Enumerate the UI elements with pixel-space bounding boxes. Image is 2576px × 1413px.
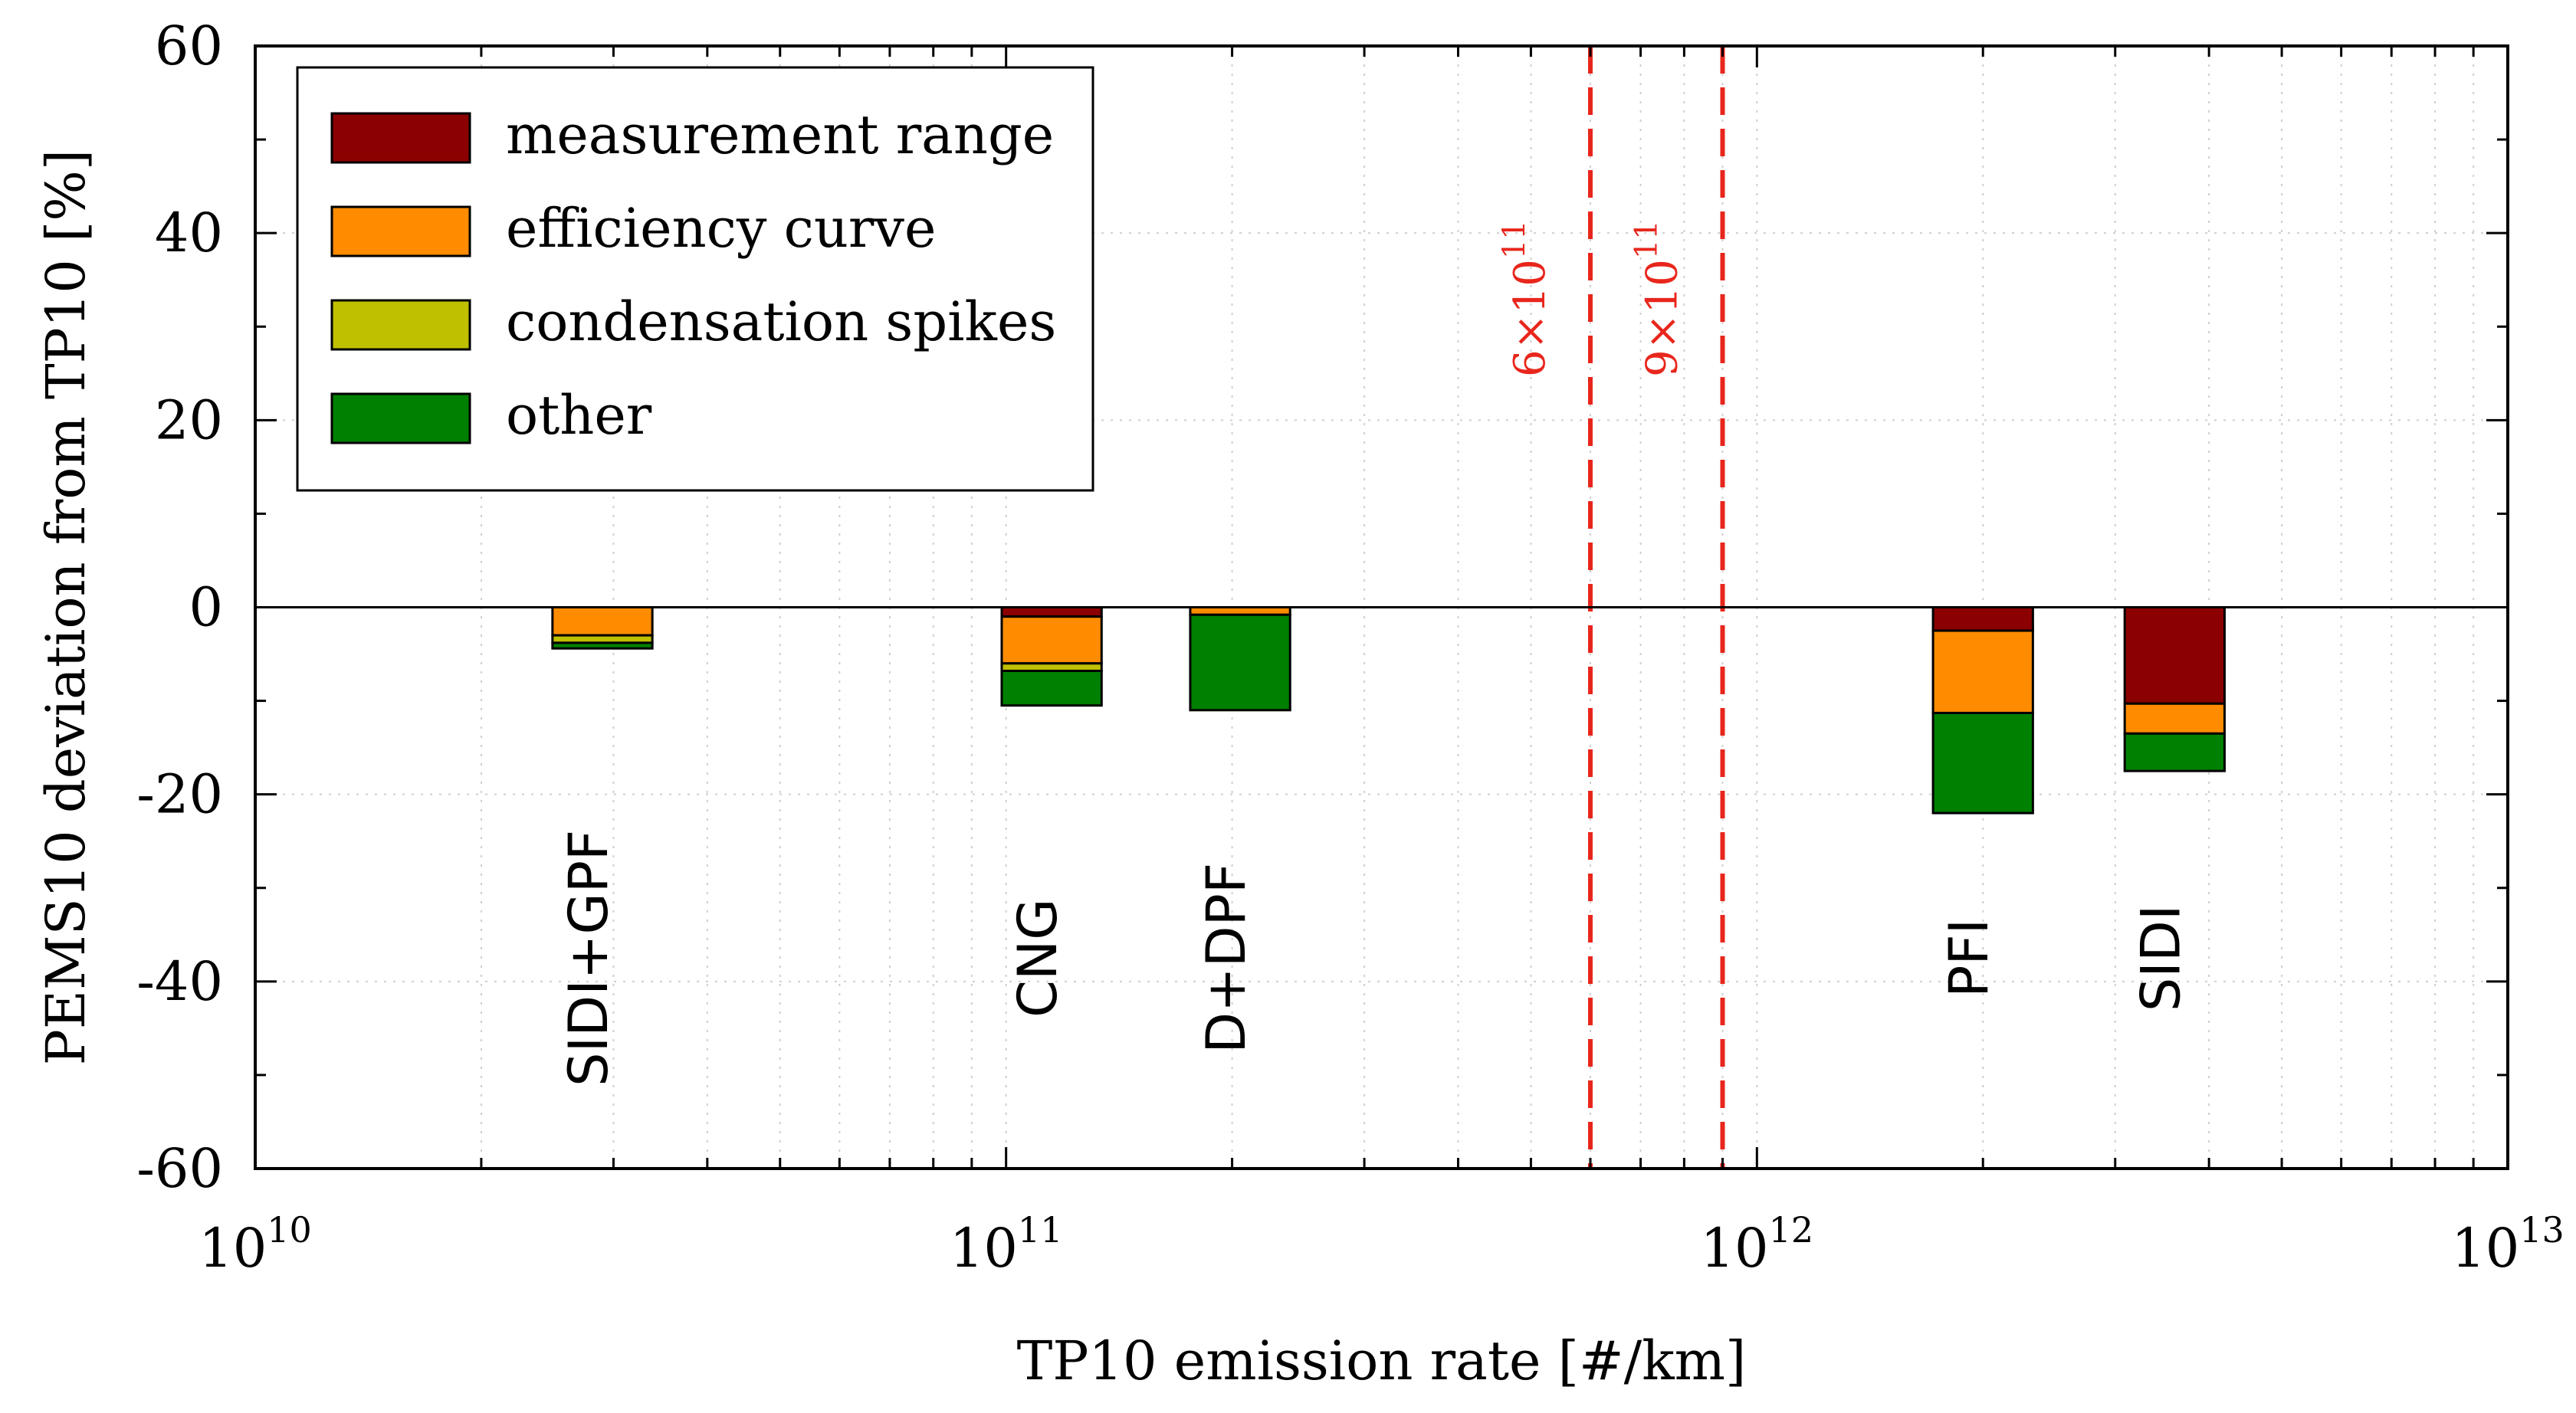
category-label: D+DPF [1195, 863, 1258, 1054]
category-labels-layer: SIDI+GPF CNG D+DPF PFI SIDI [557, 830, 2192, 1087]
bar-segment [2123, 702, 2226, 735]
legend-swatch [330, 299, 471, 351]
bar-segment [2123, 606, 2226, 705]
bar-segment [1931, 606, 2034, 632]
x-tick-label: 1013 [2451, 1209, 2565, 1280]
x-tick-label-base: 10 [1701, 1217, 1769, 1280]
x-tick-label: 1012 [1701, 1209, 1814, 1280]
x-tick-label-base: 10 [950, 1217, 1018, 1280]
legend-label: other [506, 384, 652, 447]
category-label: SIDI+GPF [557, 830, 620, 1087]
y-axis-title: PEMS10 deviation from TP10 [%] [34, 149, 97, 1065]
bar-segment [1000, 670, 1103, 707]
reference-line-label-exponent: 11 [1629, 220, 1665, 259]
y-tick-label: 60 [155, 15, 223, 77]
x-tick-label-exponent: 11 [1018, 1209, 1063, 1251]
bar-segment [1000, 606, 1103, 618]
bar-segment [2123, 732, 2226, 772]
bar-segment [1189, 613, 1291, 712]
y-tick-label: -60 [136, 1137, 223, 1200]
legend-swatch [330, 205, 471, 257]
x-tick-label-base: 10 [199, 1217, 267, 1280]
category-label: PFI [1938, 919, 2000, 998]
bar-segment [551, 641, 654, 650]
x-tick-label: 1011 [950, 1209, 1063, 1280]
legend-swatch [330, 392, 471, 444]
y-tick-label: 40 [155, 202, 223, 264]
bars-layer [551, 606, 2226, 815]
x-tick-label-exponent: 13 [2519, 1209, 2565, 1251]
legend-label: condensation spikes [506, 290, 1056, 353]
x-tick-label-exponent: 12 [1769, 1209, 1814, 1251]
bar-segment [1931, 629, 2034, 714]
y-tick-label: 20 [155, 388, 223, 451]
reference-line-label-base: 9×10 [1638, 259, 1688, 377]
x-tick-label-base: 10 [2451, 1217, 2519, 1280]
bar-segment [1931, 711, 2034, 815]
reference-line-label-exponent: 11 [1497, 220, 1532, 259]
reference-line-label-base: 6×10 [1505, 259, 1555, 377]
bar-segment [1000, 615, 1103, 665]
y-tick-label: -20 [136, 763, 223, 826]
y-tick-label: 0 [189, 576, 223, 639]
reference-line-label: 6×1011 [1497, 220, 1555, 377]
legend-label: measurement range [506, 103, 1054, 166]
legend: measurement range efficiency curve condens… [296, 66, 1094, 492]
legend-label: efficiency curve [506, 197, 936, 260]
category-label: CNG [1006, 899, 1069, 1018]
reference-line-label: 9×1011 [1629, 220, 1688, 377]
x-tick-label: 1010 [199, 1209, 312, 1280]
legend-swatch [330, 112, 471, 164]
bar-segment [551, 606, 654, 637]
x-tick-label-exponent: 10 [267, 1209, 312, 1251]
category-label: SIDI [2129, 905, 2192, 1012]
y-tick-label: -40 [136, 950, 223, 1013]
x-axis-title: TP10 emission rate [#/km] [1017, 1329, 1747, 1392]
